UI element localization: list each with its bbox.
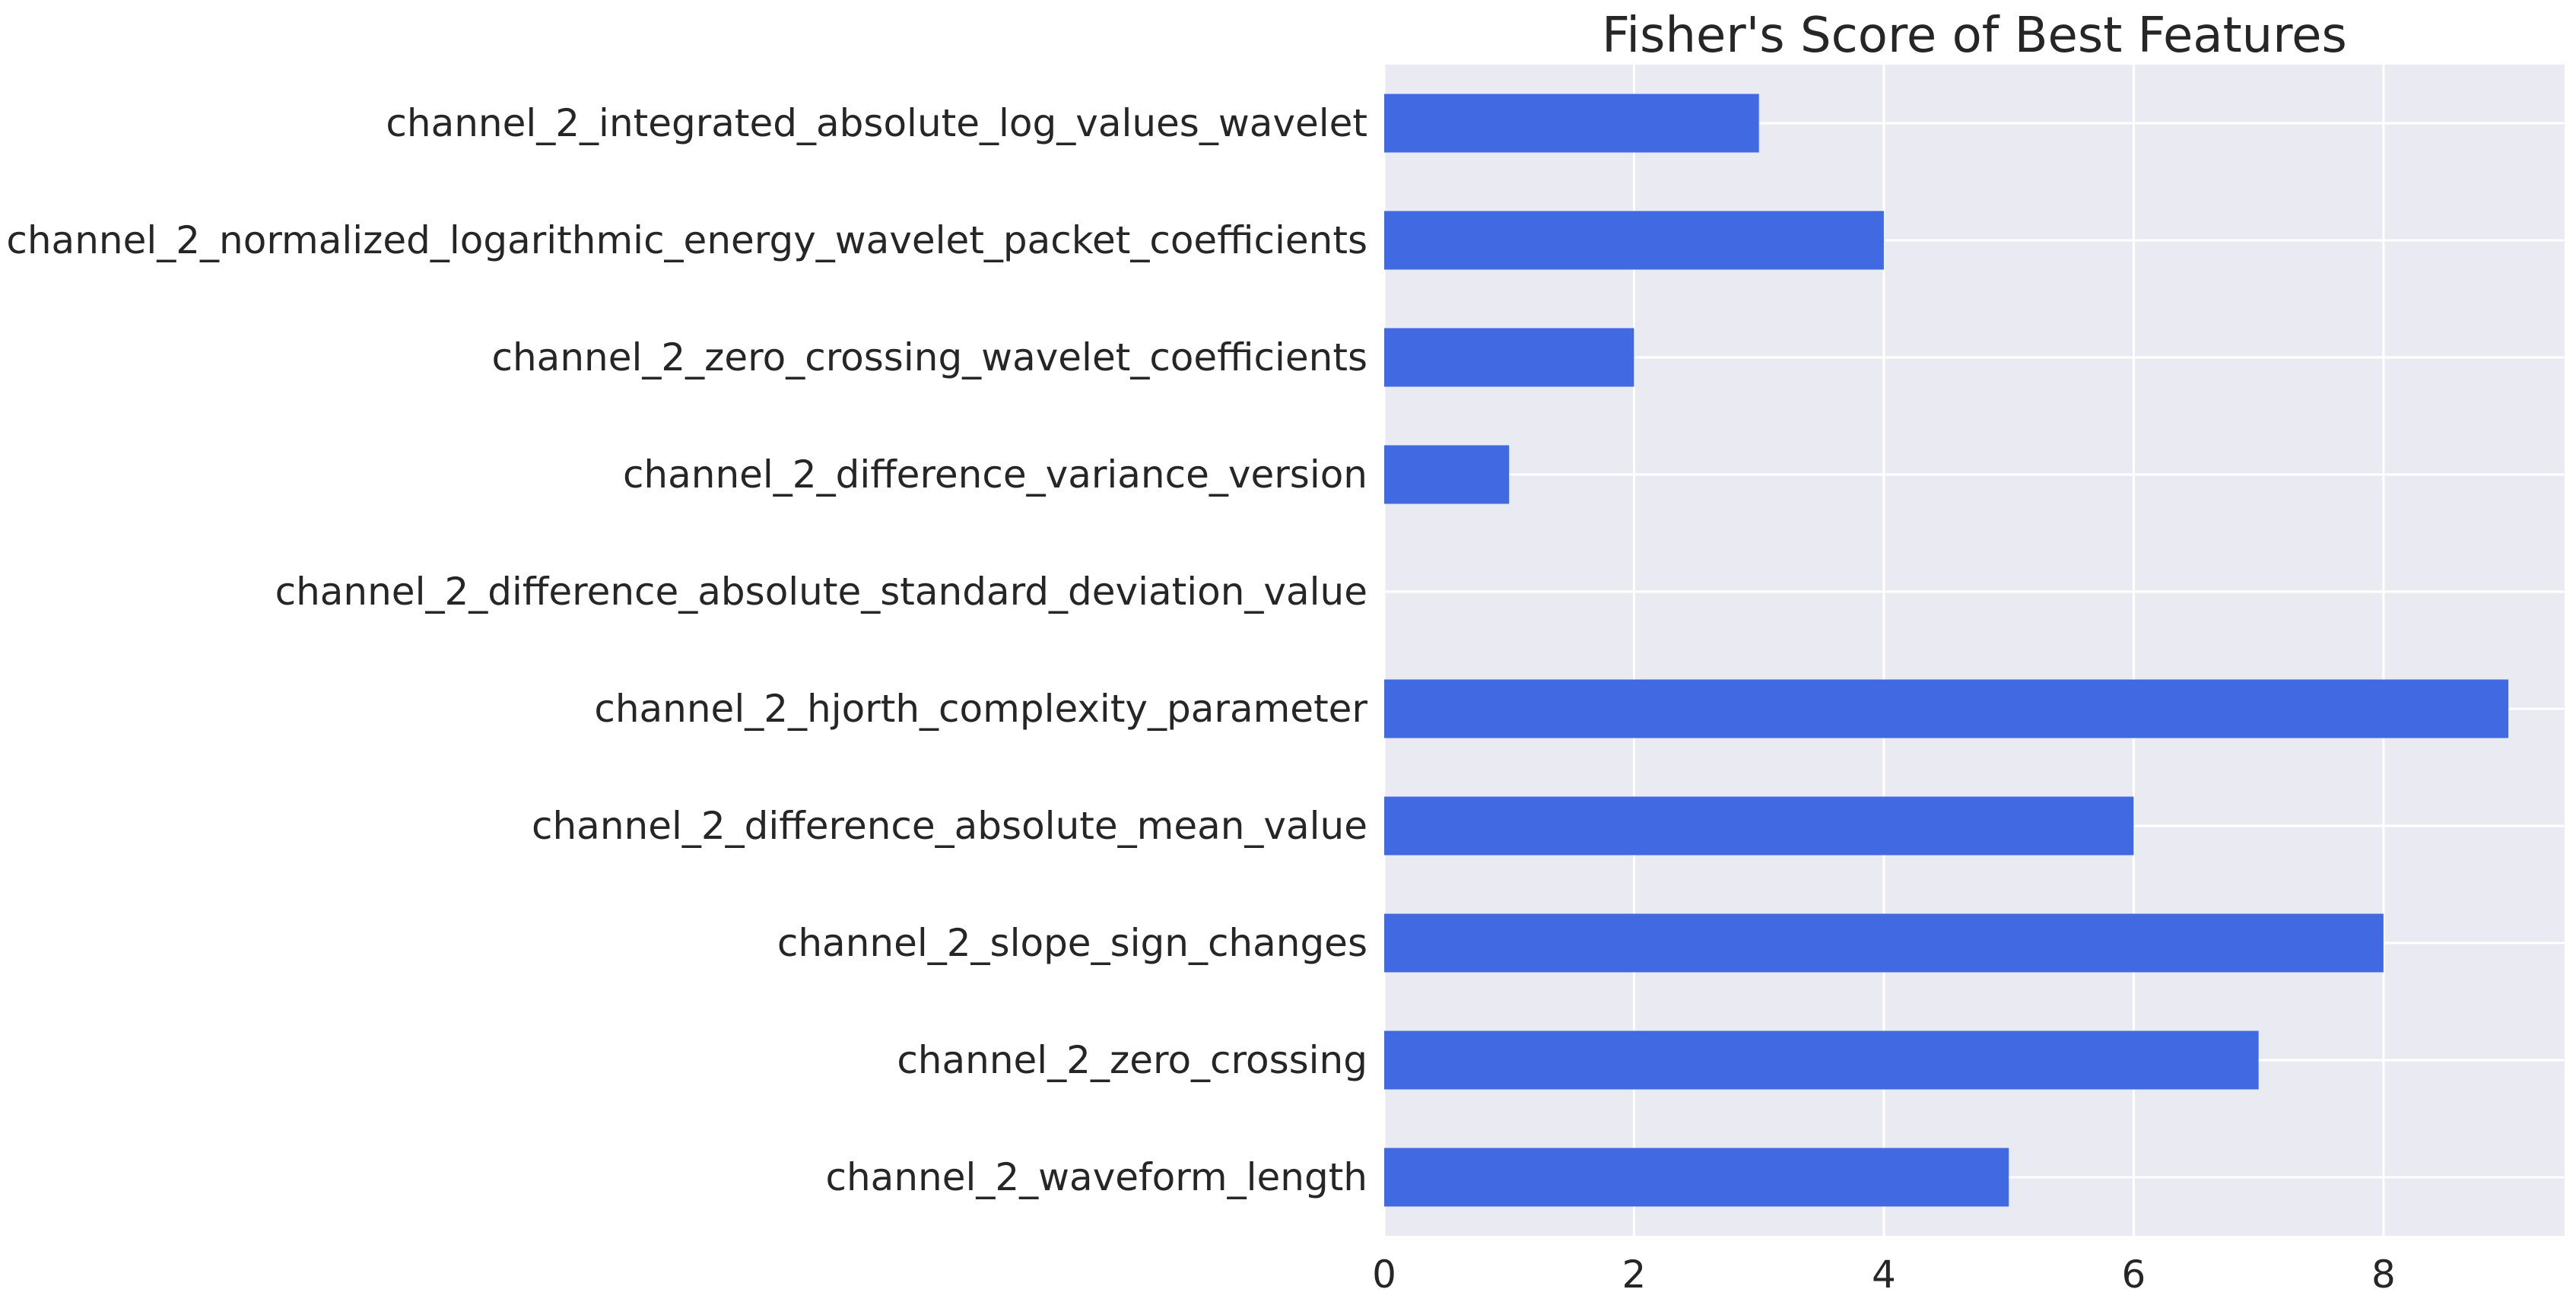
x-tick-label: 0 (1372, 1253, 1396, 1297)
bar (1384, 913, 2384, 973)
bar (1384, 1030, 2259, 1090)
x-tick-label: 6 (2121, 1253, 2146, 1297)
chart-title: Fisher's Score of Best Features (1602, 8, 2347, 64)
category-label: channel_2_waveform_length (826, 1155, 1368, 1199)
category-label: channel_2_slope_sign_changes (777, 921, 1367, 965)
bar (1384, 328, 1634, 387)
x-tick-labels: 0 2 4 6 8 (1372, 1253, 2396, 1297)
x-tick-label: 4 (1872, 1253, 1896, 1297)
bar (1384, 211, 1884, 270)
category-label: channel_2_zero_crossing (897, 1038, 1367, 1082)
bars (1384, 94, 2509, 1207)
category-label: channel_2_difference_absolute_standard_d… (275, 570, 1367, 614)
category-label: channel_2_hjorth_complexity_parameter (594, 687, 1367, 731)
category-labels: channel_2_integrated_absolute_log_values… (6, 101, 1367, 1199)
category-label: channel_2_zero_crossing_wavelet_coeffici… (492, 335, 1368, 379)
x-tick-label: 8 (2371, 1253, 2396, 1297)
bar (1384, 445, 1510, 504)
category-label: channel_2_integrated_absolute_log_values… (386, 101, 1367, 145)
bar (1384, 679, 2509, 738)
bar (1384, 94, 1759, 153)
category-label: channel_2_normalized_logarithmic_energy_… (6, 218, 1367, 262)
bar (1384, 796, 2134, 856)
category-label: channel_2_difference_absolute_mean_value (532, 804, 1367, 848)
x-tick-label: 2 (1622, 1253, 1647, 1297)
category-label: channel_2_difference_variance_version (623, 452, 1367, 497)
bar (1384, 1148, 2009, 1207)
